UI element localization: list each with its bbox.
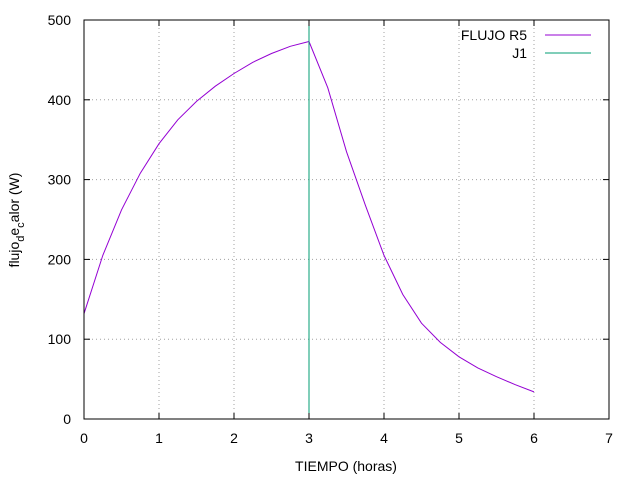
- grid-layer: [84, 20, 609, 419]
- series-layer: [83, 20, 535, 419]
- x-tick-label: 7: [605, 430, 613, 446]
- x-tick-label: 3: [305, 430, 313, 446]
- legend-label: FLUJO R5: [461, 27, 527, 43]
- y-axis-title-part: flujo: [6, 242, 22, 268]
- x-tick-label: 4: [380, 430, 388, 446]
- x-tick-label: 5: [455, 430, 463, 446]
- legend-label: J1: [512, 45, 527, 61]
- y-tick-label: 500: [48, 12, 72, 28]
- y-axis-title-part: e: [6, 228, 22, 236]
- y-axis-title-part: alor (W): [6, 173, 22, 223]
- y-tick-label: 0: [63, 411, 71, 427]
- y-tick-label: 400: [48, 92, 72, 108]
- x-tick-label: 2: [230, 430, 238, 446]
- x-tick-label: 0: [80, 430, 88, 446]
- x-tick-label: 1: [155, 430, 163, 446]
- tick-layer: 0 1 2 3 4 5 6 7 0 100 200 300 400 500: [48, 12, 613, 446]
- y-tick-label: 200: [48, 251, 72, 267]
- y-tick-label: 300: [48, 172, 72, 188]
- y-tick-label: 100: [48, 331, 72, 347]
- y-axis-title-subscript: c: [15, 222, 27, 228]
- y-axis-title-subscript: d: [15, 236, 27, 242]
- legend: FLUJO R5 J1: [461, 27, 591, 61]
- x-tick-label: 6: [530, 430, 538, 446]
- x-axis-title: TIEMPO (horas): [295, 458, 397, 474]
- plot-border: [83, 19, 610, 420]
- y-axis-title: flujodecalor (W): [6, 173, 27, 268]
- y-axis-title-text: flujodecalor (W): [6, 173, 27, 268]
